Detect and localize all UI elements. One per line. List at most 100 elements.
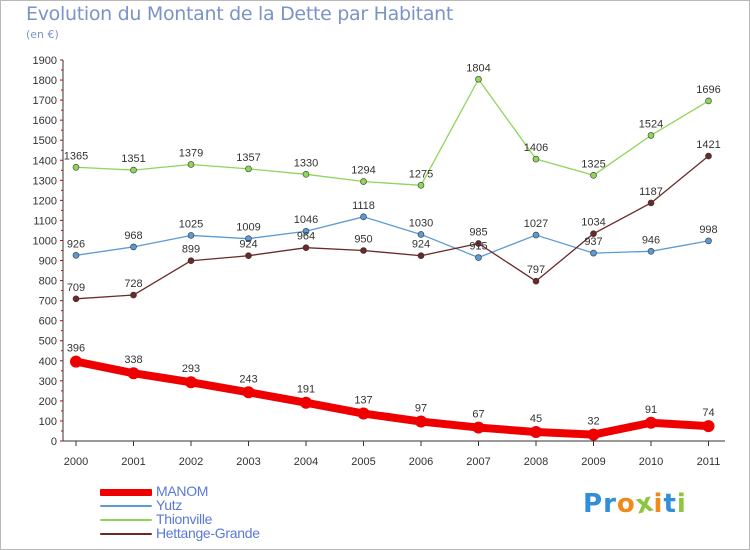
data-label: 998: [699, 224, 717, 236]
x-tick-label: 2007: [466, 456, 490, 468]
data-point: [360, 213, 367, 221]
legend-label: Yutz: [156, 497, 183, 513]
series-line-thionville: [75, 78, 710, 186]
data-label: 985: [469, 226, 487, 238]
data-label: 924: [412, 239, 430, 251]
data-point: [72, 252, 80, 259]
y-tick-label: 600: [39, 316, 57, 328]
data-label: 1357: [236, 152, 260, 164]
data-point: [645, 416, 657, 429]
data-label: 1365: [64, 150, 88, 162]
data-label: 924: [239, 239, 257, 251]
series-line-yutz: [75, 216, 710, 259]
y-tick-label: 1200: [33, 195, 57, 207]
data-point: [647, 199, 655, 207]
data-point: [300, 396, 312, 409]
data-point: [417, 182, 425, 189]
y-tick-label: 100: [39, 416, 57, 428]
data-point: [187, 161, 195, 168]
data-point: [357, 407, 370, 420]
data-point: [702, 420, 715, 433]
data-point: [472, 421, 485, 434]
data-point: [245, 235, 252, 242]
data-label: 91: [645, 404, 657, 416]
data-label: 137: [354, 395, 372, 407]
y-tick-label: 200: [39, 396, 57, 408]
data-point: [415, 415, 427, 428]
x-tick-label: 2009: [581, 456, 605, 468]
data-point: [475, 240, 482, 247]
data-point: [705, 152, 712, 160]
data-point: [475, 75, 482, 83]
data-point: [417, 252, 425, 260]
data-point: [360, 178, 367, 185]
y-tick-label: 1900: [33, 55, 57, 67]
logo-letter: r: [603, 489, 617, 519]
logo-letter: i: [653, 489, 664, 519]
y-tick-label: 0: [51, 436, 57, 448]
data-label: 728: [124, 278, 142, 290]
data-label: 1294: [351, 165, 375, 177]
logo-letter: t: [663, 489, 677, 519]
data-label: 1009: [236, 222, 260, 234]
x-tick-label: 2006: [409, 456, 433, 468]
y-tick-label: 1400: [33, 155, 57, 167]
legend-label: Thionville: [156, 511, 213, 527]
y-tick-label: 900: [39, 256, 57, 268]
data-label: 1046: [294, 214, 318, 226]
data-label: 32: [587, 416, 599, 428]
data-point: [302, 227, 310, 235]
proxiti-logo: Proxiti: [583, 487, 687, 520]
logo-letter: i: [676, 489, 687, 519]
y-tick-label: 1100: [33, 215, 57, 227]
data-point: [72, 295, 80, 303]
data-point: [185, 376, 197, 389]
data-label: 74: [702, 407, 714, 419]
data-label: 1027: [524, 218, 548, 230]
data-label: 1406: [524, 142, 548, 154]
data-label: 1325: [581, 158, 605, 170]
x-tick-label: 2003: [236, 456, 260, 468]
data-label: 1421: [696, 139, 720, 151]
data-point: [130, 166, 137, 174]
data-label: 1524: [639, 118, 663, 130]
data-label: 97: [415, 403, 427, 415]
y-tick-label: 800: [39, 276, 57, 288]
y-tick-label: 500: [39, 336, 57, 348]
y-tick-label: 1500: [33, 135, 57, 147]
data-label: 964: [297, 231, 315, 243]
data-label: 1696: [696, 84, 720, 96]
data-point: [245, 252, 252, 260]
logo-letter: P: [583, 489, 604, 519]
legend-label: Hettange-Grande: [156, 525, 260, 541]
data-label: 1030: [409, 217, 433, 229]
data-point: [705, 237, 712, 245]
data-point: [72, 163, 80, 171]
data-label: 946: [642, 234, 660, 246]
data-label: 1187: [639, 186, 663, 198]
data-point: [302, 171, 310, 178]
y-tick-label: 1800: [33, 75, 57, 87]
data-point: [475, 254, 482, 261]
data-label: 950: [354, 234, 372, 246]
data-point: [532, 277, 540, 285]
x-tick-label: 2001: [121, 456, 145, 468]
data-point: [590, 249, 597, 257]
data-point: [532, 155, 540, 163]
data-point: [187, 232, 195, 239]
data-label: 797: [527, 264, 545, 276]
series-line-manom: [72, 357, 713, 439]
data-label: 915: [469, 241, 487, 253]
data-point: [590, 172, 597, 179]
series-line-hettange-grande: [75, 155, 710, 300]
data-label: 1804: [466, 62, 490, 74]
data-point: [360, 247, 367, 254]
data-point: [70, 355, 82, 368]
legend-swatch: [100, 533, 152, 535]
data-point: [130, 291, 137, 299]
logo-letter: o: [616, 489, 636, 519]
data-label: 243: [239, 373, 257, 385]
data-label: 709: [67, 282, 85, 294]
y-tick-label: 400: [39, 356, 57, 368]
